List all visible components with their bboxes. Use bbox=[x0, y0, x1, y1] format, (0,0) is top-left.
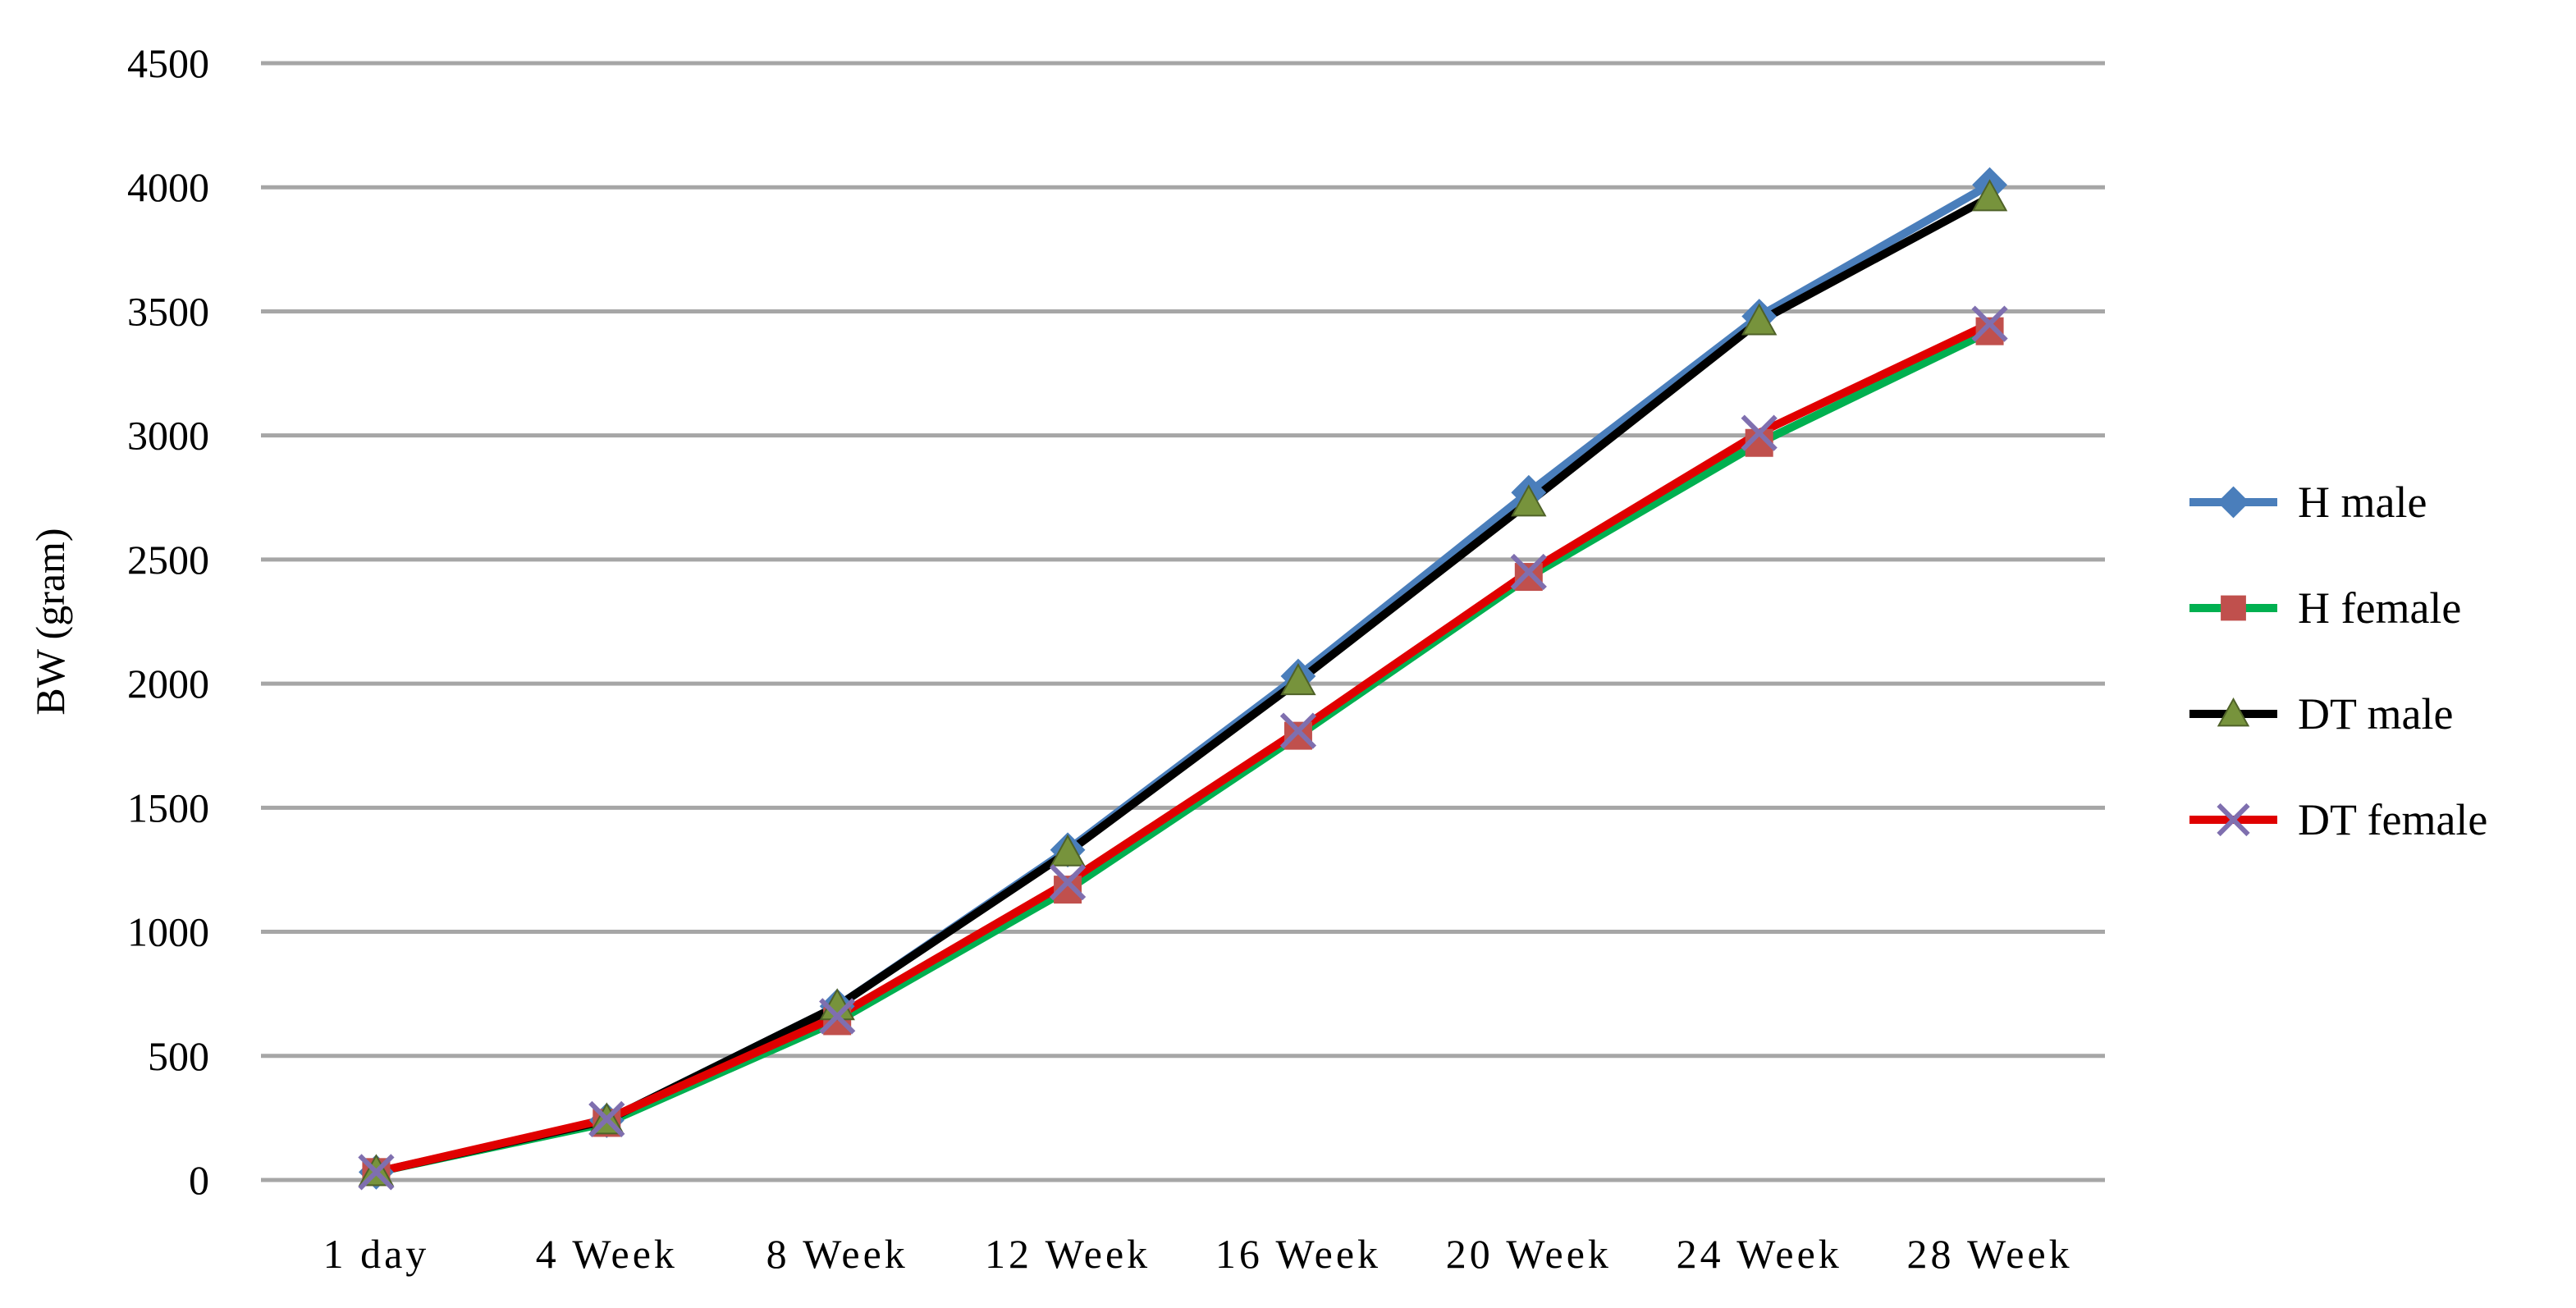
y-axis-label: BW (gram) bbox=[27, 528, 73, 715]
gridlines bbox=[261, 61, 2105, 1182]
data-point-dt-male bbox=[1971, 179, 2008, 212]
y-tick-label: 3000 bbox=[127, 413, 209, 459]
data-point-dt-male bbox=[1050, 834, 1086, 867]
data-point-dt-female bbox=[1971, 305, 2008, 342]
series-line-dt-female bbox=[375, 320, 1992, 1177]
legend-item-dt-female: DT female bbox=[2189, 795, 2487, 844]
legend: H male H female DT male DT female bbox=[2189, 478, 2487, 844]
data-point-dt-female bbox=[1741, 414, 1778, 451]
y-tick-label: 1500 bbox=[127, 784, 209, 830]
y-tick-label: 3500 bbox=[127, 288, 209, 334]
x-tick-label: 1 day bbox=[323, 1231, 430, 1277]
legend-label: H male bbox=[2298, 478, 2427, 527]
series-lines bbox=[375, 181, 1993, 1177]
series-line-h-female bbox=[375, 327, 1992, 1177]
data-point-dt-female bbox=[358, 1154, 395, 1191]
data-point-h-female bbox=[1514, 563, 1543, 592]
data-point-h-female bbox=[1283, 721, 1312, 750]
x-tick-label: 20 Week bbox=[1446, 1231, 1612, 1277]
y-tick-label: 4500 bbox=[127, 40, 209, 86]
x-tick-label: 28 Week bbox=[1906, 1231, 2072, 1277]
y-tick-label: 4000 bbox=[127, 164, 209, 210]
data-point-dt-male bbox=[1741, 303, 1778, 336]
legend-marker bbox=[2221, 595, 2246, 621]
series-markers bbox=[358, 167, 2008, 1191]
data-point-dt-male bbox=[1511, 484, 1547, 517]
x-tick-label: 24 Week bbox=[1677, 1231, 1842, 1277]
y-tick-labels: 0 500 1000 1500 2000 2500 3000 3500 4000 4500 bbox=[127, 40, 209, 1203]
data-point-dt-male bbox=[1280, 663, 1316, 696]
data-point-dt-female bbox=[1510, 553, 1547, 591]
x-tick-labels: 1 day 4 Week 8 Week 12 Week 16 Week 20 Week 24… bbox=[323, 1231, 2072, 1277]
y-tick-label: 0 bbox=[189, 1157, 209, 1203]
legend-label: DT male bbox=[2298, 689, 2453, 739]
y-tick-label: 2500 bbox=[127, 537, 209, 583]
y-tick-label: 1000 bbox=[127, 909, 209, 955]
legend-item-h-female: H female bbox=[2189, 583, 2461, 633]
legend-label: H female bbox=[2298, 583, 2461, 633]
x-tick-label: 12 Week bbox=[985, 1231, 1151, 1277]
data-point-dt-female bbox=[1049, 863, 1087, 901]
data-point-dt-female bbox=[819, 998, 856, 1035]
x-tick-label: 16 Week bbox=[1215, 1231, 1381, 1277]
x-tick-label: 4 Week bbox=[536, 1231, 678, 1277]
data-point-dt-female bbox=[1279, 712, 1317, 749]
x-tick-label: 8 Week bbox=[766, 1231, 908, 1277]
y-tick-label: 500 bbox=[148, 1033, 209, 1079]
legend-marker bbox=[2217, 803, 2250, 837]
legend-marker bbox=[2217, 697, 2250, 727]
y-tick-label: 2000 bbox=[127, 661, 209, 707]
legend-item-h-male: H male bbox=[2189, 478, 2427, 527]
legend-item-dt-male: DT male bbox=[2189, 689, 2453, 739]
legend-marker bbox=[2217, 486, 2249, 519]
legend-label: DT female bbox=[2298, 795, 2487, 844]
data-point-dt-female bbox=[588, 1100, 625, 1138]
